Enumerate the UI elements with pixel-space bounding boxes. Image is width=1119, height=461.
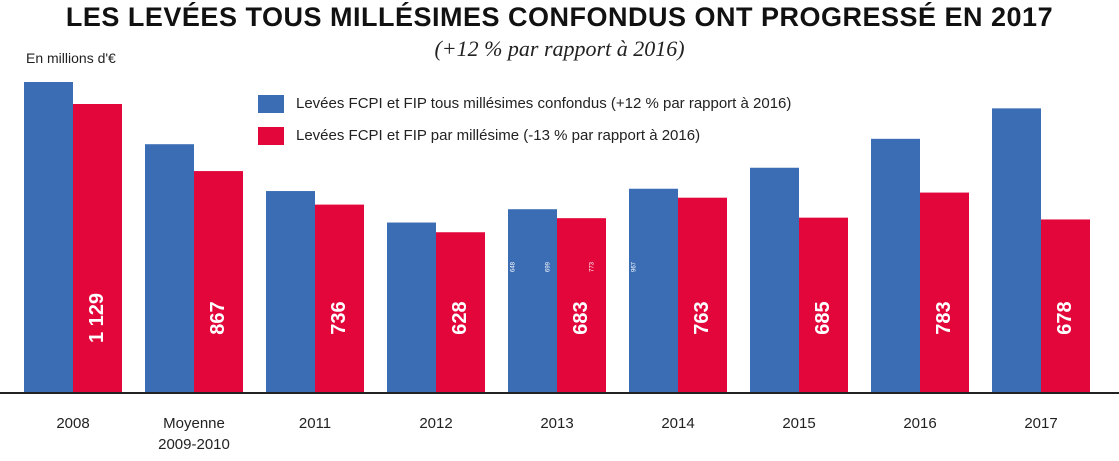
- bar-par-millesime-2: [315, 204, 364, 393]
- bar-par-millesime-8: [1041, 219, 1090, 393]
- bar-par-millesime-4: [557, 218, 606, 393]
- value-label-0: 1 129: [86, 293, 108, 343]
- legend-swatch-0: [258, 95, 284, 113]
- bar-tous-millesimes-6: [750, 167, 799, 393]
- category-label-3: 2012: [419, 415, 452, 432]
- legend-label-0: Levées FCPI et FIP tous millésimes confo…: [296, 95, 791, 112]
- small-annotation-3: 967: [632, 261, 638, 272]
- unit-label: En millions d'€: [26, 50, 116, 66]
- legend-label-1: Levées FCPI et FIP par millésime (-13 % …: [296, 127, 700, 144]
- category-label-0: 2008: [56, 415, 89, 432]
- bar-tous-millesimes-8: [992, 108, 1041, 393]
- small-annotation-1: 699: [546, 261, 552, 272]
- bar-tous-millesimes-7: [871, 138, 920, 393]
- legend-swatch-1: [258, 127, 284, 145]
- bar-par-millesime-1: [194, 171, 243, 393]
- category-label-4: 2013: [540, 415, 573, 432]
- bar-par-millesime-5: [678, 197, 727, 393]
- small-annotation-0: 648: [511, 261, 517, 272]
- value-label-5: 763: [691, 301, 713, 334]
- value-label-8: 678: [1054, 301, 1076, 334]
- value-label-4: 683: [570, 301, 592, 334]
- chart-subtitle: (+12 % par rapport à 2016): [434, 36, 685, 61]
- category-label-1-0: Moyenne: [163, 415, 225, 432]
- small-annotation-2: 773: [590, 261, 596, 272]
- category-label-7: 2016: [903, 415, 936, 432]
- bar-tous-millesimes-0: [24, 82, 73, 393]
- bar-tous-millesimes-4: [508, 209, 557, 393]
- category-label-5: 2014: [661, 415, 694, 432]
- category-label-1-1: 2009-2010: [158, 436, 230, 453]
- bar-tous-millesimes-5: [629, 188, 678, 393]
- category-label-6: 2015: [782, 415, 815, 432]
- value-label-1: 867: [207, 301, 229, 334]
- value-label-2: 736: [328, 301, 350, 334]
- bar-par-millesime-3: [436, 232, 485, 393]
- bar-tous-millesimes-2: [266, 191, 315, 393]
- bar-tous-millesimes-3: [387, 222, 436, 393]
- bar-tous-millesimes-1: [145, 144, 194, 393]
- chart-title: LES LEVÉES TOUS MILLÉSIMES CONFONDUS ONT…: [65, 2, 1054, 32]
- bar-par-millesime-7: [920, 192, 969, 393]
- category-label-2: 2011: [299, 415, 331, 432]
- bar-par-millesime-6: [799, 217, 848, 393]
- value-label-3: 628: [449, 301, 471, 334]
- value-label-6: 685: [812, 301, 834, 334]
- value-label-7: 783: [933, 301, 955, 334]
- category-label-8: 2017: [1024, 415, 1057, 432]
- bar-par-millesime-0: [73, 104, 122, 393]
